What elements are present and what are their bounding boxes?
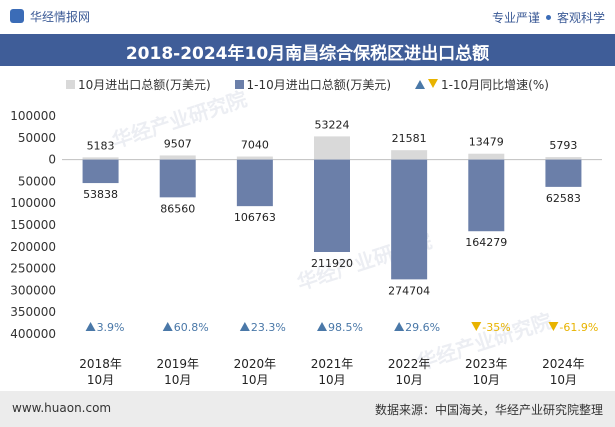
legend-growth[interactable]: 1-10月同比增速(%) xyxy=(414,78,549,92)
bar-monthly xyxy=(159,155,196,160)
x-tick-label: 2023年 xyxy=(465,357,508,371)
dot-icon xyxy=(545,15,551,20)
growth-down-marker xyxy=(471,322,482,331)
bar-monthly xyxy=(468,153,505,160)
y-tick-label: 100000 xyxy=(10,109,56,123)
x-tick-label: 10月 xyxy=(87,373,114,387)
data-label-monthly: 53224 xyxy=(315,118,350,131)
data-label-monthly: 21581 xyxy=(392,132,427,145)
tagline: 专业严谨 客观科学 xyxy=(492,9,605,26)
bar-monthly xyxy=(545,157,582,160)
data-label-monthly: 7040 xyxy=(241,139,269,152)
data-label-cumulative: 274704 xyxy=(388,284,430,297)
x-tick-label: 10月 xyxy=(396,373,423,387)
bar-monthly xyxy=(82,157,119,160)
x-tick-label: 2020年 xyxy=(234,357,277,371)
triangle-down-icon xyxy=(427,79,438,88)
growth-up-marker xyxy=(317,322,327,331)
bar-monthly xyxy=(391,150,428,160)
growth-label: 60.8% xyxy=(174,321,209,334)
growth-up-marker xyxy=(85,322,96,331)
x-tick-label: 10月 xyxy=(473,373,500,387)
y-tick-label: 100000 xyxy=(10,196,56,210)
x-tick-label: 2022年 xyxy=(388,357,431,371)
growth-up-marker xyxy=(162,322,173,331)
legend-monthly[interactable]: 10月进出口总额(万美元) xyxy=(66,78,211,92)
bar-cumulative xyxy=(236,159,273,207)
footer-source: 数据来源：中国海关，华经产业研究院整理 xyxy=(374,403,603,417)
brand-name: 华经情报网 xyxy=(30,10,91,24)
growth-label: -61.9% xyxy=(559,321,598,334)
y-tick-label: 50000 xyxy=(18,174,56,188)
chart-title: 2018-2024年10月南昌综合保税区进出口总额 xyxy=(125,44,490,64)
legend-swatch-cumulative xyxy=(234,80,244,89)
data-label-cumulative: 53838 xyxy=(83,188,118,201)
data-label-monthly: 5793 xyxy=(549,139,577,152)
y-tick-label: 200000 xyxy=(10,240,56,254)
y-tick-label: 350000 xyxy=(10,305,56,319)
logo-icon xyxy=(10,9,24,23)
tagline-left: 专业严谨 xyxy=(491,11,540,25)
x-tick-label: 2024年 xyxy=(542,357,585,371)
bar-cumulative xyxy=(159,159,196,198)
growth-up-marker xyxy=(239,322,250,331)
footer: www.huaon.com 数据来源：中国海关，华经产业研究院整理 xyxy=(0,391,615,427)
legend: 10月进出口总额(万美元) 1-10月进出口总额(万美元) 1-10月同比增速(… xyxy=(0,76,615,93)
x-tick-label: 2021年 xyxy=(311,357,354,371)
data-label-cumulative: 106763 xyxy=(234,211,276,224)
legend-swatch-monthly xyxy=(66,80,76,89)
bar-cumulative xyxy=(82,159,119,184)
data-label-cumulative: 164279 xyxy=(465,236,507,249)
legend-cumulative[interactable]: 1-10月进出口总额(万美元) xyxy=(234,78,392,92)
footer-website[interactable]: www.huaon.com xyxy=(12,401,112,415)
y-tick-label: 0 xyxy=(48,153,56,167)
data-label-cumulative: 86560 xyxy=(160,202,195,215)
x-tick-label: 2019年 xyxy=(156,357,199,371)
y-tick-label: 150000 xyxy=(10,218,56,232)
x-tick-label: 10月 xyxy=(241,373,268,387)
x-tick-label: 10月 xyxy=(318,373,345,387)
growth-up-marker xyxy=(394,322,405,331)
title-bar: 2018-2024年10月南昌综合保税区进出口总额 xyxy=(0,34,615,66)
brand-logo[interactable]: 华经情报网 xyxy=(10,8,90,25)
top-bar: 华经情报网 专业严谨 客观科学 xyxy=(0,0,615,34)
growth-label: 23.3% xyxy=(251,321,286,334)
growth-label: 3.9% xyxy=(97,321,125,334)
data-label-cumulative: 211920 xyxy=(311,257,353,270)
bar-cumulative xyxy=(391,159,428,280)
growth-label: 98.5% xyxy=(328,321,363,334)
legend-label-growth: 1-10月同比增速(%) xyxy=(440,78,549,92)
growth-label: -35% xyxy=(482,321,510,334)
bar-cumulative xyxy=(468,159,505,232)
legend-label-monthly: 10月进出口总额(万美元) xyxy=(78,78,211,92)
y-tick-label: 50000 xyxy=(18,131,56,145)
data-label-monthly: 13479 xyxy=(469,136,504,149)
growth-label: 29.6% xyxy=(405,321,440,334)
x-tick-label: 2018年 xyxy=(79,357,122,371)
data-label-monthly: 9507 xyxy=(164,137,192,150)
bar-cumulative xyxy=(314,159,350,252)
triangle-up-icon xyxy=(414,80,425,89)
x-tick-label: 10月 xyxy=(164,373,191,387)
bar-monthly xyxy=(236,156,273,160)
y-tick-label: 300000 xyxy=(10,283,56,297)
bar-cumulative xyxy=(545,159,582,187)
legend-label-cumulative: 1-10月进出口总额(万美元) xyxy=(246,78,392,92)
growth-down-marker xyxy=(548,322,559,331)
x-tick-label: 10月 xyxy=(550,373,577,387)
y-tick-label: 250000 xyxy=(10,262,56,276)
data-label-monthly: 5183 xyxy=(87,139,115,152)
data-label-cumulative: 62583 xyxy=(546,192,581,205)
tagline-right: 客观科学 xyxy=(556,11,605,25)
bar-monthly xyxy=(314,136,350,160)
y-tick-label: 400000 xyxy=(10,327,56,341)
